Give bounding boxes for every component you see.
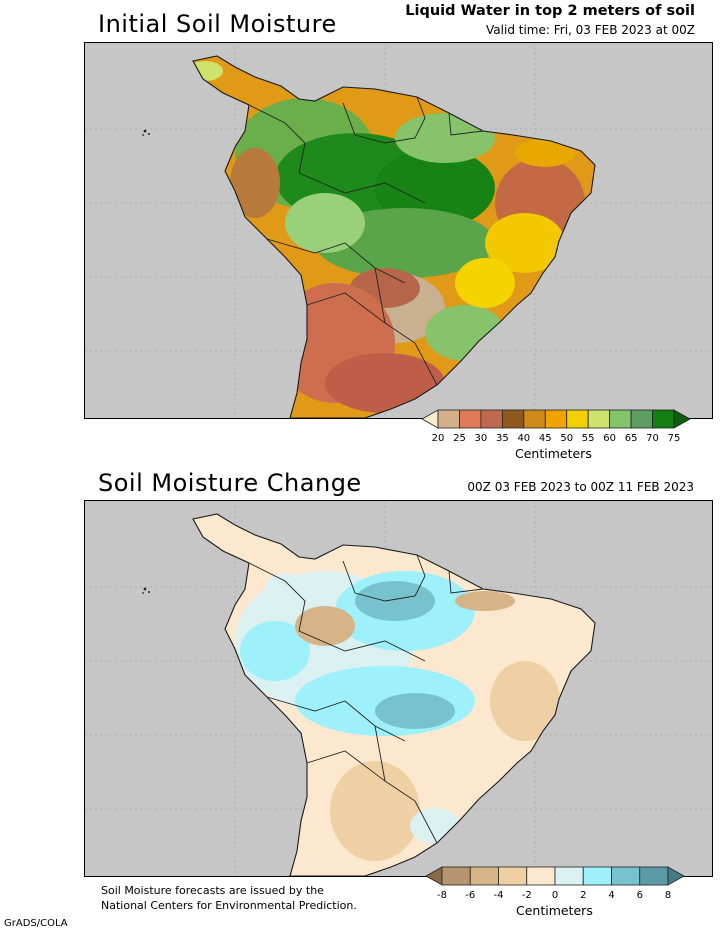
panel1-header-line1: Liquid Water in top 2 meters of soil — [405, 3, 695, 19]
panel1-colorbar-swatch — [587, 409, 611, 429]
panel2-colorbar-swatch — [441, 866, 471, 886]
panel2-header-line1: 00Z 03 FEB 2023 to 00Z 11 FEB 2023 — [467, 480, 694, 494]
grads-credit: GrADS/COLA — [4, 918, 68, 929]
panel2-colorbar-ticks: -8 -6 -4 -2 0 2 4 6 8 — [0, 890, 721, 904]
soil-moisture-map-graphic — [85, 43, 712, 418]
panel1-colorbar-right-arrow — [673, 409, 690, 429]
panel2-colorbar-swatch — [526, 866, 556, 886]
panel1-colorbar-tick: 60 — [603, 433, 616, 444]
panel1-colorbar-swatch — [609, 409, 632, 429]
panel2-colorbar-tick: 4 — [608, 890, 615, 901]
forecast-note-line1: Soil Moisture forecasts are issued by th… — [101, 884, 324, 897]
forecast-note: Soil Moisture forecasts are issued by th… — [101, 883, 357, 913]
panel1-colorbar-tick: 20 — [431, 433, 445, 444]
panel2-colorbar-tick: 2 — [580, 890, 587, 901]
panel2-colorbar-swatch — [554, 866, 584, 886]
soil-moisture-change-map-graphic — [85, 501, 712, 876]
panel2-colorbar-tick: -6 — [465, 890, 476, 901]
panel2-colorbar-left-arrow — [426, 866, 443, 886]
panel1-colorbar-tick: 55 — [581, 433, 595, 444]
panel2-colorbar-swatch — [469, 866, 499, 886]
panel2-colorbar-units: Centimeters — [516, 903, 593, 918]
panel2-colorbar-tick: 8 — [664, 890, 672, 901]
panel2-colorbar-tick: -8 — [437, 890, 447, 901]
panel1-colorbar-tick: 30 — [474, 433, 488, 444]
panel1-colorbar-tick: 25 — [453, 433, 466, 444]
panel1-colorbar-swatch — [630, 409, 653, 429]
panel1-colorbar-ticks: 20 25 30 35 40 45 50 55 60 65 70 75 — [0, 433, 721, 447]
panel2-colorbar-swatch — [498, 866, 528, 886]
panel2-colorbar-tick: 0 — [551, 890, 559, 901]
panel1-colorbar-tick: 40 — [517, 433, 531, 444]
panel1-title: Initial Soil Moisture — [98, 10, 337, 38]
panel2-colorbar-tick: -4 — [493, 890, 504, 901]
panel1-colorbar-swatch — [459, 409, 482, 429]
soil-moisture-change-map — [84, 500, 713, 877]
panel1-colorbar-tick: 35 — [495, 433, 509, 444]
panel2-colorbar-right-arrow — [667, 866, 684, 886]
panel1-colorbar-tick: 70 — [646, 433, 659, 444]
panel2-colorbar — [426, 866, 684, 886]
panel2-colorbar-tick: -2 — [521, 890, 532, 901]
panel2-colorbar-swatch — [639, 866, 669, 886]
panel1-colorbar — [422, 409, 690, 429]
panel1-colorbar-tick: 50 — [560, 433, 574, 444]
panel1-colorbar-swatch — [523, 409, 546, 429]
panel2-title: Soil Moisture Change — [98, 469, 362, 497]
panel2-colorbar-swatch — [582, 866, 612, 886]
panel2-colorbar-swatch — [611, 866, 641, 886]
panel1-colorbar-tick: 45 — [538, 433, 552, 444]
panel1-colorbar-swatch — [544, 409, 568, 429]
panel1-colorbar-tick: 75 — [667, 433, 681, 444]
panel1-colorbar-left-arrow — [422, 409, 439, 429]
panel1-colorbar-units: Centimeters — [515, 446, 592, 461]
forecast-note-line2: National Centers for Environmental Predi… — [101, 899, 357, 912]
panel1-colorbar-swatch — [501, 409, 525, 429]
panel1-colorbar-swatch — [480, 409, 503, 429]
panel1-colorbar-swatch — [437, 409, 460, 429]
panel1-colorbar-tick: 65 — [624, 433, 638, 444]
panel1-colorbar-swatch — [566, 409, 589, 429]
soil-moisture-map — [84, 42, 713, 419]
panel1-header-line2: Valid time: Fri, 03 FEB 2023 at 00Z — [486, 23, 695, 37]
panel2-colorbar-tick: 6 — [636, 890, 643, 901]
panel1-colorbar-swatch — [652, 409, 675, 429]
